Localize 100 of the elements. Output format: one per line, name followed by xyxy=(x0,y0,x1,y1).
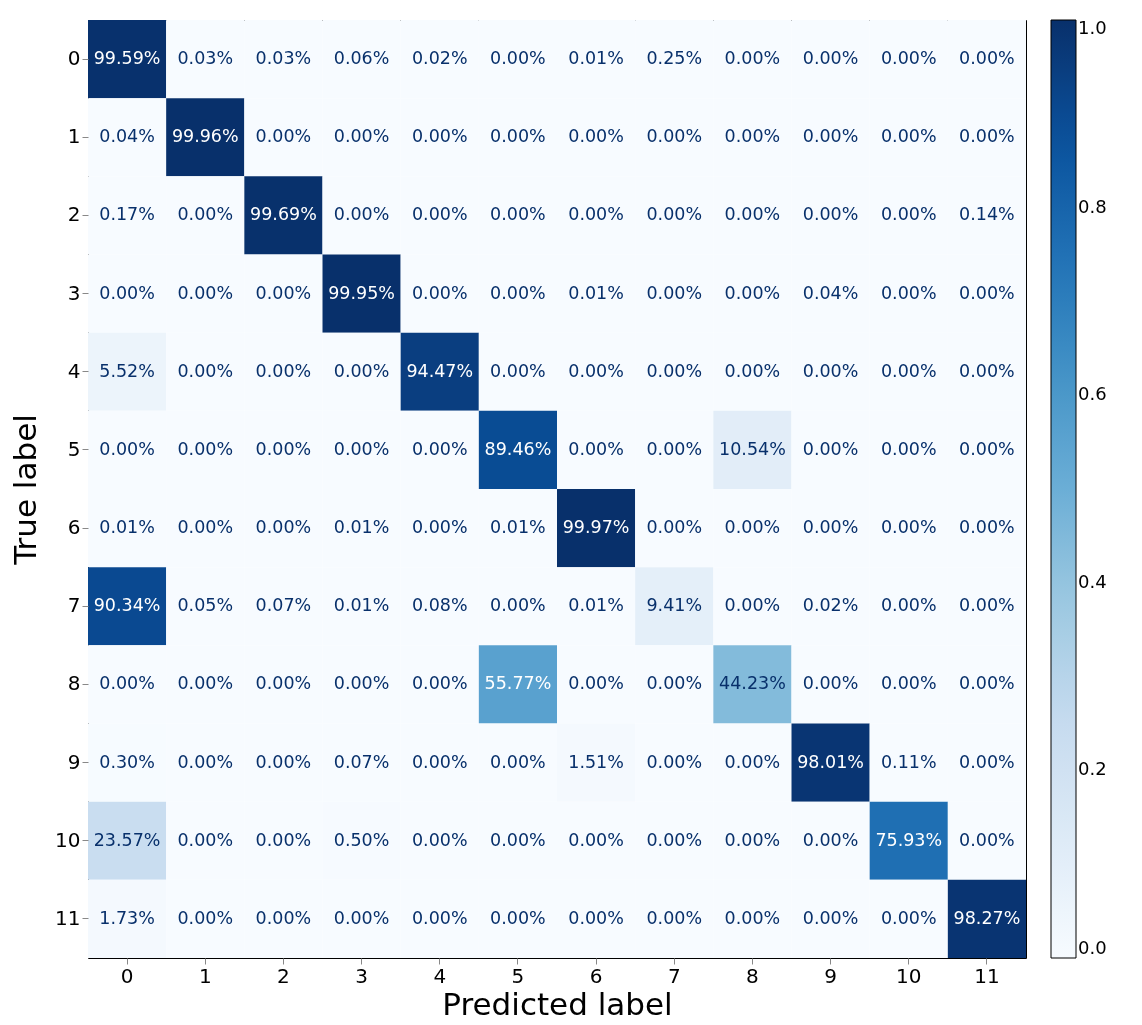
data-label: 0.00% xyxy=(333,360,390,381)
data-label: 0.00% xyxy=(724,360,781,381)
data-label: 0.00% xyxy=(568,360,624,381)
color-bar-label: 0.6 xyxy=(1078,383,1107,405)
data-label: 99.97% xyxy=(562,517,630,538)
data-label: 5.52% xyxy=(99,360,155,381)
data-label: 0.00% xyxy=(724,282,781,303)
data-label: 0.25% xyxy=(646,48,703,69)
color-bar-label: 0.4 xyxy=(1078,570,1107,592)
data-label: 0.00% xyxy=(255,829,312,850)
data-label: 0.00% xyxy=(255,282,312,303)
data-label: 0.02% xyxy=(802,595,859,616)
x-tick-label: 9 xyxy=(824,963,837,988)
data-label: 44.23% xyxy=(719,673,786,694)
data-label: 0.02% xyxy=(411,48,468,69)
data-label: 0.00% xyxy=(724,595,781,616)
data-label: 0.00% xyxy=(880,48,937,69)
data-label: 0.00% xyxy=(802,673,859,694)
data-label: 0.00% xyxy=(802,438,859,459)
data-label: 0.00% xyxy=(646,751,703,772)
data-label: 0.00% xyxy=(724,751,781,772)
data-label: 0.00% xyxy=(880,204,937,225)
data-label: 0.00% xyxy=(802,126,859,147)
x-axis-title: Predicted label xyxy=(442,985,673,1022)
data-label: 0.00% xyxy=(177,829,234,850)
x-tick-label: 5 xyxy=(511,963,525,988)
x-tick-label: 0 xyxy=(120,963,134,988)
data-label: 0.00% xyxy=(802,517,859,538)
data-label: 0.00% xyxy=(255,126,312,147)
data-label: 0.06% xyxy=(333,48,390,69)
data-label: 0.00% xyxy=(490,751,546,772)
data-label: 99.59% xyxy=(93,48,161,69)
data-label: 0.00% xyxy=(255,907,312,928)
data-label: 0.00% xyxy=(490,829,546,850)
data-label: 0.00% xyxy=(724,907,781,928)
y-tick-label: 7 xyxy=(67,593,81,618)
data-label: 0.00% xyxy=(568,126,624,147)
data-label: 0.14% xyxy=(959,204,1015,225)
data-label: 0.00% xyxy=(802,48,859,69)
data-label: 0.00% xyxy=(568,673,624,694)
data-label: 99.69% xyxy=(250,204,317,225)
data-label: 0.00% xyxy=(568,829,624,850)
data-label: 0.00% xyxy=(646,517,703,538)
data-label: 0.05% xyxy=(177,595,234,616)
data-label: 0.00% xyxy=(959,517,1015,538)
x-tick-label: 8 xyxy=(746,963,759,988)
data-label: 0.00% xyxy=(568,438,624,459)
data-label: 0.00% xyxy=(490,282,546,303)
data-label: 0.00% xyxy=(724,829,781,850)
data-label: 0.00% xyxy=(99,282,155,303)
data-label: 0.00% xyxy=(959,673,1015,694)
x-tick-label: 4 xyxy=(433,963,447,988)
data-label: 0.00% xyxy=(333,204,390,225)
data-label: 0.00% xyxy=(411,751,468,772)
data-label: 0.00% xyxy=(646,673,703,694)
data-label: 0.00% xyxy=(490,204,546,225)
data-label: 0.00% xyxy=(880,360,937,381)
y-tick-label: 9 xyxy=(67,749,81,774)
data-label: 0.11% xyxy=(880,751,937,772)
y-tick-label: 11 xyxy=(55,905,81,930)
data-label: 0.00% xyxy=(802,360,859,381)
data-label: 0.00% xyxy=(255,438,312,459)
y-tick-label: 0 xyxy=(67,46,81,71)
data-label: 0.00% xyxy=(333,907,390,928)
data-label: 0.00% xyxy=(568,907,624,928)
data-label: 90.34% xyxy=(93,595,161,616)
data-label: 0.00% xyxy=(568,204,624,225)
data-label: 0.00% xyxy=(411,438,468,459)
data-label: 0.00% xyxy=(333,673,390,694)
x-tick-label: 10 xyxy=(896,963,922,988)
data-label: 0.01% xyxy=(490,517,546,538)
data-label: 0.00% xyxy=(411,907,468,928)
data-label: 0.03% xyxy=(177,48,234,69)
y-tick-label: 3 xyxy=(67,280,81,305)
data-label: 0.00% xyxy=(99,438,155,459)
data-label: 0.00% xyxy=(411,126,468,147)
data-label: 0.00% xyxy=(177,282,234,303)
data-label: 0.00% xyxy=(724,517,781,538)
data-label: 0.00% xyxy=(99,673,155,694)
data-label: 0.00% xyxy=(411,829,468,850)
data-label: 0.00% xyxy=(177,360,234,381)
x-tick-label: 7 xyxy=(667,963,681,988)
data-label: 0.00% xyxy=(255,751,312,772)
y-axis-title: True label xyxy=(7,414,44,566)
data-label: 0.00% xyxy=(646,907,703,928)
data-label: 0.00% xyxy=(959,438,1015,459)
y-tick-label: 8 xyxy=(67,671,81,696)
data-label: 0.01% xyxy=(333,517,390,538)
data-label: 0.00% xyxy=(802,829,859,850)
data-label: 0.07% xyxy=(255,595,312,616)
data-label: 0.00% xyxy=(724,126,781,147)
data-label: 1.73% xyxy=(99,907,155,928)
data-label: 0.00% xyxy=(646,126,703,147)
data-label: 0.00% xyxy=(255,673,312,694)
y-tick-label: 6 xyxy=(67,515,81,540)
data-label: 0.04% xyxy=(802,282,859,303)
data-label: 0.00% xyxy=(646,360,703,381)
x-tick-label: 2 xyxy=(277,963,290,988)
data-label: 55.77% xyxy=(484,673,552,694)
data-label: 0.00% xyxy=(646,204,703,225)
